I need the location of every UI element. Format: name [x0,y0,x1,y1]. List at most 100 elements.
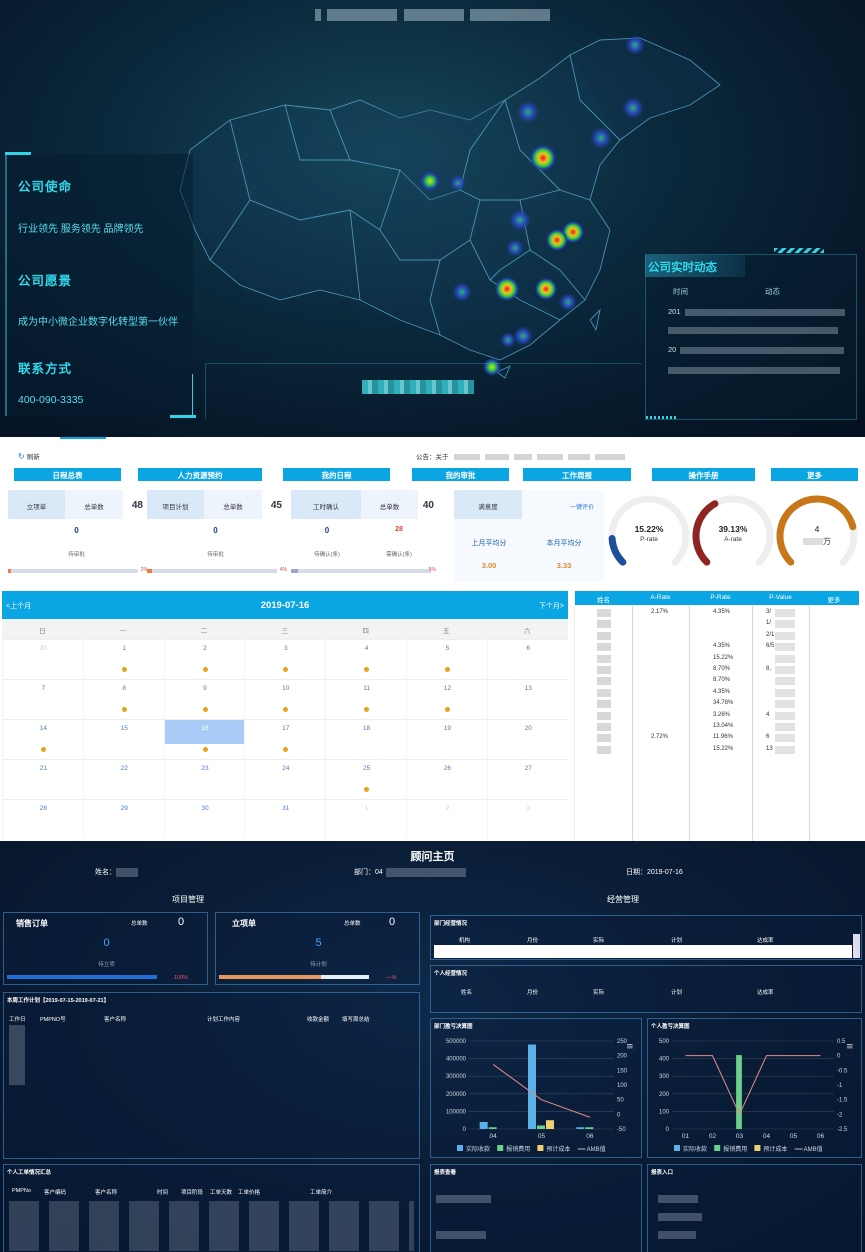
report-link[interactable] [436,1231,486,1239]
tab-weekly-report[interactable]: 工作周报 [523,468,631,481]
calendar-day[interactable]: 2 [406,799,487,839]
calendar-day[interactable]: 22 [82,759,164,799]
col-name: 姓名 [461,990,473,996]
calendar-day[interactable]: 1 [82,639,164,679]
calendar-day[interactable]: 28 [2,799,83,839]
tab-my-schedule[interactable]: 我的日程 [283,468,390,481]
rate-link[interactable]: 一键评价 [569,505,594,511]
calendar-day[interactable]: 29 [82,799,164,839]
calendar-day[interactable]: 2 [163,639,245,679]
y-tick-label: 300000 [446,1074,467,1080]
hours-confirm-card[interactable]: 工时确认 总单数 40 0 28 待确认(条) 需确认(条) 5% [291,490,436,582]
tab-schedule-overview[interactable]: 日程总表 [14,468,121,481]
card-sub-a[interactable]: 立项单 [8,490,65,519]
p-value-cell: 1/ [766,620,772,627]
bar [585,1127,594,1129]
prev-month-button[interactable]: <上个月 [6,603,32,610]
calendar-day[interactable]: 26 [406,759,487,799]
calendar-day[interactable]: 5 [406,639,487,679]
day-number: 2 [445,805,450,812]
calendar-day[interactable]: 27 [486,759,568,799]
project-approval-card[interactable]: 立项单 总单数 48 0 待审批 2% [8,490,148,582]
card-sub-b[interactable]: 总单数 [65,490,123,519]
calendar-day[interactable]: 30 [163,799,245,839]
calendar-day[interactable]: 18 [325,719,406,759]
calendar-day[interactable]: 30 [2,639,83,679]
chart-menu-icon: ≡ [846,1042,854,1052]
calendar-day[interactable]: 8 [82,679,164,719]
y-tick-label: 300 [659,1074,670,1080]
calendar-day[interactable]: 12 [406,679,487,719]
calendar-day[interactable]: 23 [163,759,245,799]
dept-pl-chart-box: 部门盈亏决算图 0 100000 200000 300000 400000 500000 -… [430,1018,642,1158]
news-row[interactable] [668,325,838,334]
calendar-day[interactable]: 20 [486,719,568,759]
event-dot [202,747,208,752]
calendar-day[interactable]: 3 [486,799,568,839]
project-order-box[interactable]: 立项单 总单数 0 5 待计划 —% [215,912,420,985]
card-sub-b[interactable]: 总单数 [204,490,262,519]
calendar-header: <上个月 2019-07-16 下个月> [2,591,568,619]
calendar-day[interactable]: 7 [2,679,83,719]
tab-more[interactable]: 更多 [771,468,858,481]
card-sub-b[interactable]: 总单数 [361,490,418,519]
scrollbar[interactable] [853,934,860,958]
card-count-b: 28 [395,526,403,533]
news-row[interactable]: 201 [668,307,845,316]
dept-business-row [434,945,852,958]
p-rate-cell: 8.70% [713,677,731,684]
sales-order-title: 销售订单 [16,919,48,928]
sales-order-box[interactable]: 销售订单 总单数 0 0 待立项 100% [3,912,208,985]
tab-my-approval[interactable]: 我的审批 [412,468,509,481]
news-row[interactable]: 20 [668,345,845,354]
calendar-day[interactable]: 1 [325,799,406,839]
report-link[interactable] [436,1195,491,1203]
p-rate-cell: 4.35% [713,688,731,695]
calendar-day[interactable]: 4 [325,639,406,679]
personal-pl-chart: 0 100 200 300 400 500 -2.5 -2 -1.5 -1 -0.5 0 0.5 01 02… [659,1039,854,1153]
news-row[interactable] [668,365,840,374]
calendar-day[interactable]: 6 [486,639,568,679]
day-number: 13 [524,685,532,692]
project-section-title: 项目管理 [172,895,204,904]
project-plan-card[interactable]: 项目计划 总单数 45 0 待审批 4% [147,490,287,582]
day-number: 30 [201,805,209,812]
col-plan: 计划 [671,990,683,996]
calendar-day[interactable]: 17 [244,719,326,759]
calendar-day[interactable]: 9 [163,679,245,719]
y-tick-label: 100 [659,1109,670,1115]
p-value-blur [775,745,795,754]
calendar-day[interactable]: 13 [486,679,568,719]
day-number: 30 [39,645,48,652]
y2-tick-label: 100 [617,1083,628,1089]
x-tick-label: 04 [490,1133,498,1140]
blurred-cells [9,1025,25,1085]
gauges [608,495,858,566]
satisfaction-label[interactable]: 满意度 [454,490,522,519]
p-value-blur [775,666,795,674]
notice-bar[interactable]: 公告：关于 [416,451,625,461]
refresh-button[interactable]: ↻ 刷新 [18,452,40,461]
calendar-day[interactable]: 25 [325,759,406,799]
next-month-button[interactable]: 下个月> [538,603,564,610]
calendar-day[interactable]: 3 [244,639,326,679]
report-entry-link[interactable] [658,1213,702,1221]
card-sub-a[interactable]: 工时确认 [291,490,361,519]
calendar-day[interactable]: 24 [244,759,326,799]
tab-manual[interactable]: 操作手册 [652,468,755,481]
personal-business-title: 个人经营情况 [434,971,468,977]
report-entry-link[interactable] [658,1231,696,1239]
calendar-day[interactable]: 21 [2,759,83,799]
calendar-day[interactable]: 19 [406,719,487,759]
calendar-day[interactable]: 14 [2,719,83,759]
calendar-day[interactable]: 11 [325,679,406,719]
col-more[interactable]: 更多 [827,597,841,604]
calendar-day[interactable]: 15 [82,719,164,759]
col-pmpno: PMPNO号 [40,1017,66,1023]
tab-hr-booking[interactable]: 人力资源预约 [138,468,262,481]
calendar-day[interactable]: 16 [163,719,246,759]
report-entry-link[interactable] [658,1195,698,1203]
calendar-day[interactable]: 31 [244,799,326,839]
calendar-day[interactable]: 10 [244,679,326,719]
card-sub-a[interactable]: 项目计划 [147,490,204,519]
